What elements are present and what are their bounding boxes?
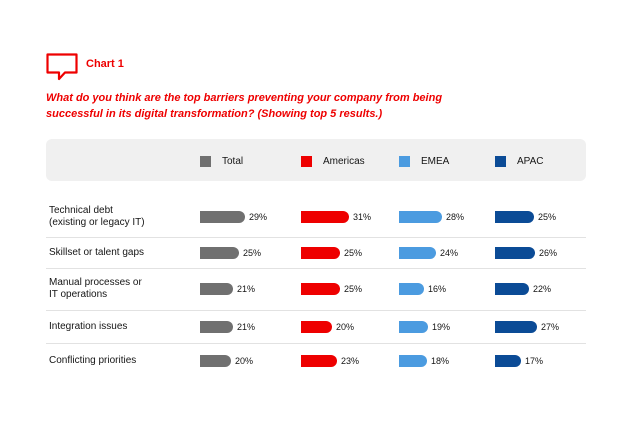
legend-item-apac: APAC <box>495 155 544 167</box>
data-label: 27% <box>541 322 560 332</box>
bar-americas <box>301 321 332 333</box>
bar-total <box>200 355 231 367</box>
bar-apac <box>495 211 534 223</box>
data-label: 21% <box>237 284 256 294</box>
speech-bubble-icon <box>46 53 78 81</box>
bar-total <box>200 247 239 259</box>
bar-emea <box>399 211 442 223</box>
category-label: Integration issues <box>49 321 128 332</box>
category-label: Manual processes or IT operations <box>49 277 142 300</box>
bar-total <box>200 211 245 223</box>
legend-swatch <box>301 155 312 167</box>
bar-apac <box>495 283 529 295</box>
chart-label: Chart 1 <box>86 58 124 70</box>
bar-americas <box>301 283 340 295</box>
bar-americas <box>301 247 340 259</box>
legend-label: APAC <box>517 155 544 167</box>
data-label: 28% <box>446 212 465 222</box>
data-label: 20% <box>336 322 355 332</box>
legend-swatch <box>495 155 506 167</box>
legend-item-total: Total <box>200 155 243 167</box>
chart-row: Conflicting priorities 20% 23% 18% 17% <box>46 343 586 379</box>
bar-americas <box>301 355 337 367</box>
data-label: 17% <box>525 356 544 366</box>
bar-emea <box>399 283 424 295</box>
category-label: Conflicting priorities <box>49 355 137 366</box>
legend-label: Total <box>222 155 244 167</box>
category-label: Technical debt (existing or legacy IT) <box>49 205 145 228</box>
bar-emea <box>399 247 436 259</box>
legend-label: EMEA <box>421 155 450 167</box>
bar-emea <box>399 355 427 367</box>
chart-row: Skillset or talent gaps 25% 25% 24% 26% <box>46 237 586 269</box>
legend-item-americas: Americas <box>301 155 365 167</box>
data-label: 25% <box>344 248 363 258</box>
bar-apac <box>495 355 521 367</box>
bar-total <box>200 283 233 295</box>
data-label: 29% <box>249 212 268 222</box>
data-label: 25% <box>538 212 557 222</box>
data-label: 20% <box>235 356 254 366</box>
data-label: 16% <box>428 284 447 294</box>
chart-row: Manual processes or IT operations 21% 25% 16… <box>46 268 586 311</box>
data-label: 21% <box>237 322 256 332</box>
data-label: 18% <box>431 356 450 366</box>
chart-row: Integration issues 21% 20% 19% 27% <box>46 310 586 344</box>
data-label: 26% <box>539 248 558 258</box>
data-label: 25% <box>243 248 262 258</box>
bar-apac <box>495 247 535 259</box>
data-label: 25% <box>344 284 363 294</box>
bar-americas <box>301 211 349 223</box>
data-label: 23% <box>341 356 360 366</box>
data-label: 19% <box>432 322 451 332</box>
legend-label: Americas <box>323 155 365 167</box>
data-label: 24% <box>440 248 459 258</box>
bar-total <box>200 321 233 333</box>
chart-row: Technical debt (existing or legacy IT) 29%… <box>46 197 586 238</box>
data-label: 31% <box>353 212 372 222</box>
bar-apac <box>495 321 537 333</box>
data-label: 22% <box>533 284 552 294</box>
legend-swatch <box>200 155 211 167</box>
chart-question: What do you think are the top barriers p… <box>46 92 443 120</box>
legend-item-emea: EMEA <box>399 155 449 167</box>
bar-emea <box>399 321 428 333</box>
category-label: Skillset or talent gaps <box>49 247 145 258</box>
legend-swatch <box>399 155 410 167</box>
